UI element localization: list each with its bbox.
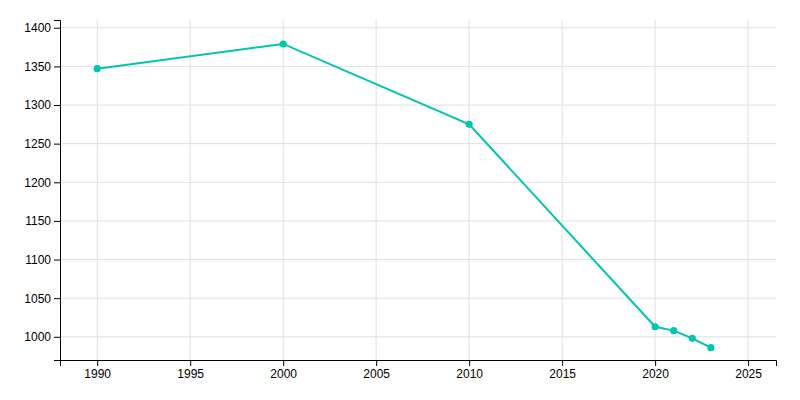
point bbox=[652, 323, 659, 330]
point bbox=[670, 327, 677, 334]
y-axis: 1000 1050 1100 1150 1200 1250 1300 1350 1400 bbox=[24, 21, 60, 361]
tick-mark bbox=[54, 105, 60, 106]
point bbox=[466, 121, 473, 128]
point bbox=[689, 335, 696, 342]
tick-label: 1050 bbox=[24, 292, 51, 306]
tick: 2000 bbox=[270, 360, 297, 381]
grid-line bbox=[655, 20, 656, 360]
tick-label: 1300 bbox=[24, 98, 51, 112]
grid-line bbox=[562, 20, 563, 360]
grid-line bbox=[469, 20, 470, 360]
tick: 1250 bbox=[24, 137, 60, 151]
line bbox=[97, 44, 711, 348]
grid-line bbox=[60, 182, 776, 183]
tick-mark bbox=[54, 221, 60, 222]
tick: 1990 bbox=[84, 360, 111, 381]
tick-mark bbox=[54, 298, 60, 299]
tick-mark bbox=[54, 66, 60, 67]
tick: 2010 bbox=[456, 360, 483, 381]
grid-line bbox=[190, 20, 191, 360]
grid-line bbox=[60, 336, 776, 337]
marks bbox=[94, 40, 715, 351]
tick-mark bbox=[283, 360, 284, 366]
tick-mark bbox=[469, 360, 470, 366]
grid-line bbox=[60, 259, 776, 260]
tick-label: 2010 bbox=[456, 367, 483, 381]
tick-label: 2025 bbox=[735, 367, 762, 381]
tick: 1300 bbox=[24, 98, 60, 112]
grid-line bbox=[60, 66, 776, 67]
tick-mark bbox=[54, 260, 60, 261]
tick-label: 2005 bbox=[363, 367, 390, 381]
tick: 1050 bbox=[24, 292, 60, 306]
chart: 1990 1995 2000 2005 2010 2015 2020 2025 1000 1050… bbox=[0, 0, 800, 400]
tick: 1995 bbox=[177, 360, 204, 381]
grid-line bbox=[283, 20, 284, 360]
plot: 1990 1995 2000 2005 2010 2015 2020 2025 1000 1050… bbox=[24, 20, 776, 381]
point bbox=[94, 65, 101, 72]
tick-label: 1100 bbox=[25, 253, 51, 267]
tick-label: 1000 bbox=[24, 330, 51, 344]
tick-label: 1990 bbox=[84, 367, 111, 381]
tick: 1350 bbox=[24, 60, 60, 74]
grid-line bbox=[748, 20, 749, 360]
point bbox=[707, 344, 714, 351]
grid-line bbox=[60, 298, 776, 299]
tick-label: 2015 bbox=[549, 367, 576, 381]
axis-line bbox=[61, 361, 777, 367]
grid-line bbox=[60, 27, 776, 28]
tick-label: 1995 bbox=[177, 367, 204, 381]
tick-label: 1350 bbox=[24, 60, 51, 74]
tick-label: 1250 bbox=[24, 137, 51, 151]
tick: 1000 bbox=[24, 330, 60, 344]
grid-line bbox=[376, 20, 377, 360]
tick-mark bbox=[97, 360, 98, 366]
tick-label: 1200 bbox=[24, 176, 51, 190]
tick-mark bbox=[562, 360, 563, 366]
tick-mark bbox=[54, 144, 60, 145]
axis-line bbox=[54, 21, 61, 361]
tick-mark bbox=[376, 360, 377, 366]
x-axis: 1990 1995 2000 2005 2010 2015 2020 2025 bbox=[61, 360, 777, 381]
grid bbox=[60, 20, 776, 360]
grid-line bbox=[60, 105, 776, 106]
tick-mark bbox=[54, 337, 60, 338]
tick: 2005 bbox=[363, 360, 390, 381]
grid-line bbox=[60, 143, 776, 144]
tick-label: 1150 bbox=[25, 214, 51, 228]
tick: 2020 bbox=[642, 360, 669, 381]
tick: 1150 bbox=[25, 214, 60, 228]
tick: 1200 bbox=[24, 176, 60, 190]
tick: 2015 bbox=[549, 360, 576, 381]
tick-mark bbox=[54, 182, 60, 183]
tick: 2025 bbox=[735, 360, 762, 381]
tick-label: 2000 bbox=[270, 367, 297, 381]
tick: 1100 bbox=[25, 253, 60, 267]
tick-mark bbox=[54, 28, 60, 29]
tick: 1400 bbox=[24, 21, 60, 35]
point bbox=[280, 40, 287, 47]
tick-mark bbox=[655, 360, 656, 366]
tick-label: 2020 bbox=[642, 367, 669, 381]
grid-line bbox=[60, 220, 776, 221]
tick-mark bbox=[748, 360, 749, 366]
tick-mark bbox=[190, 360, 191, 366]
tick-label: 1400 bbox=[24, 21, 51, 35]
